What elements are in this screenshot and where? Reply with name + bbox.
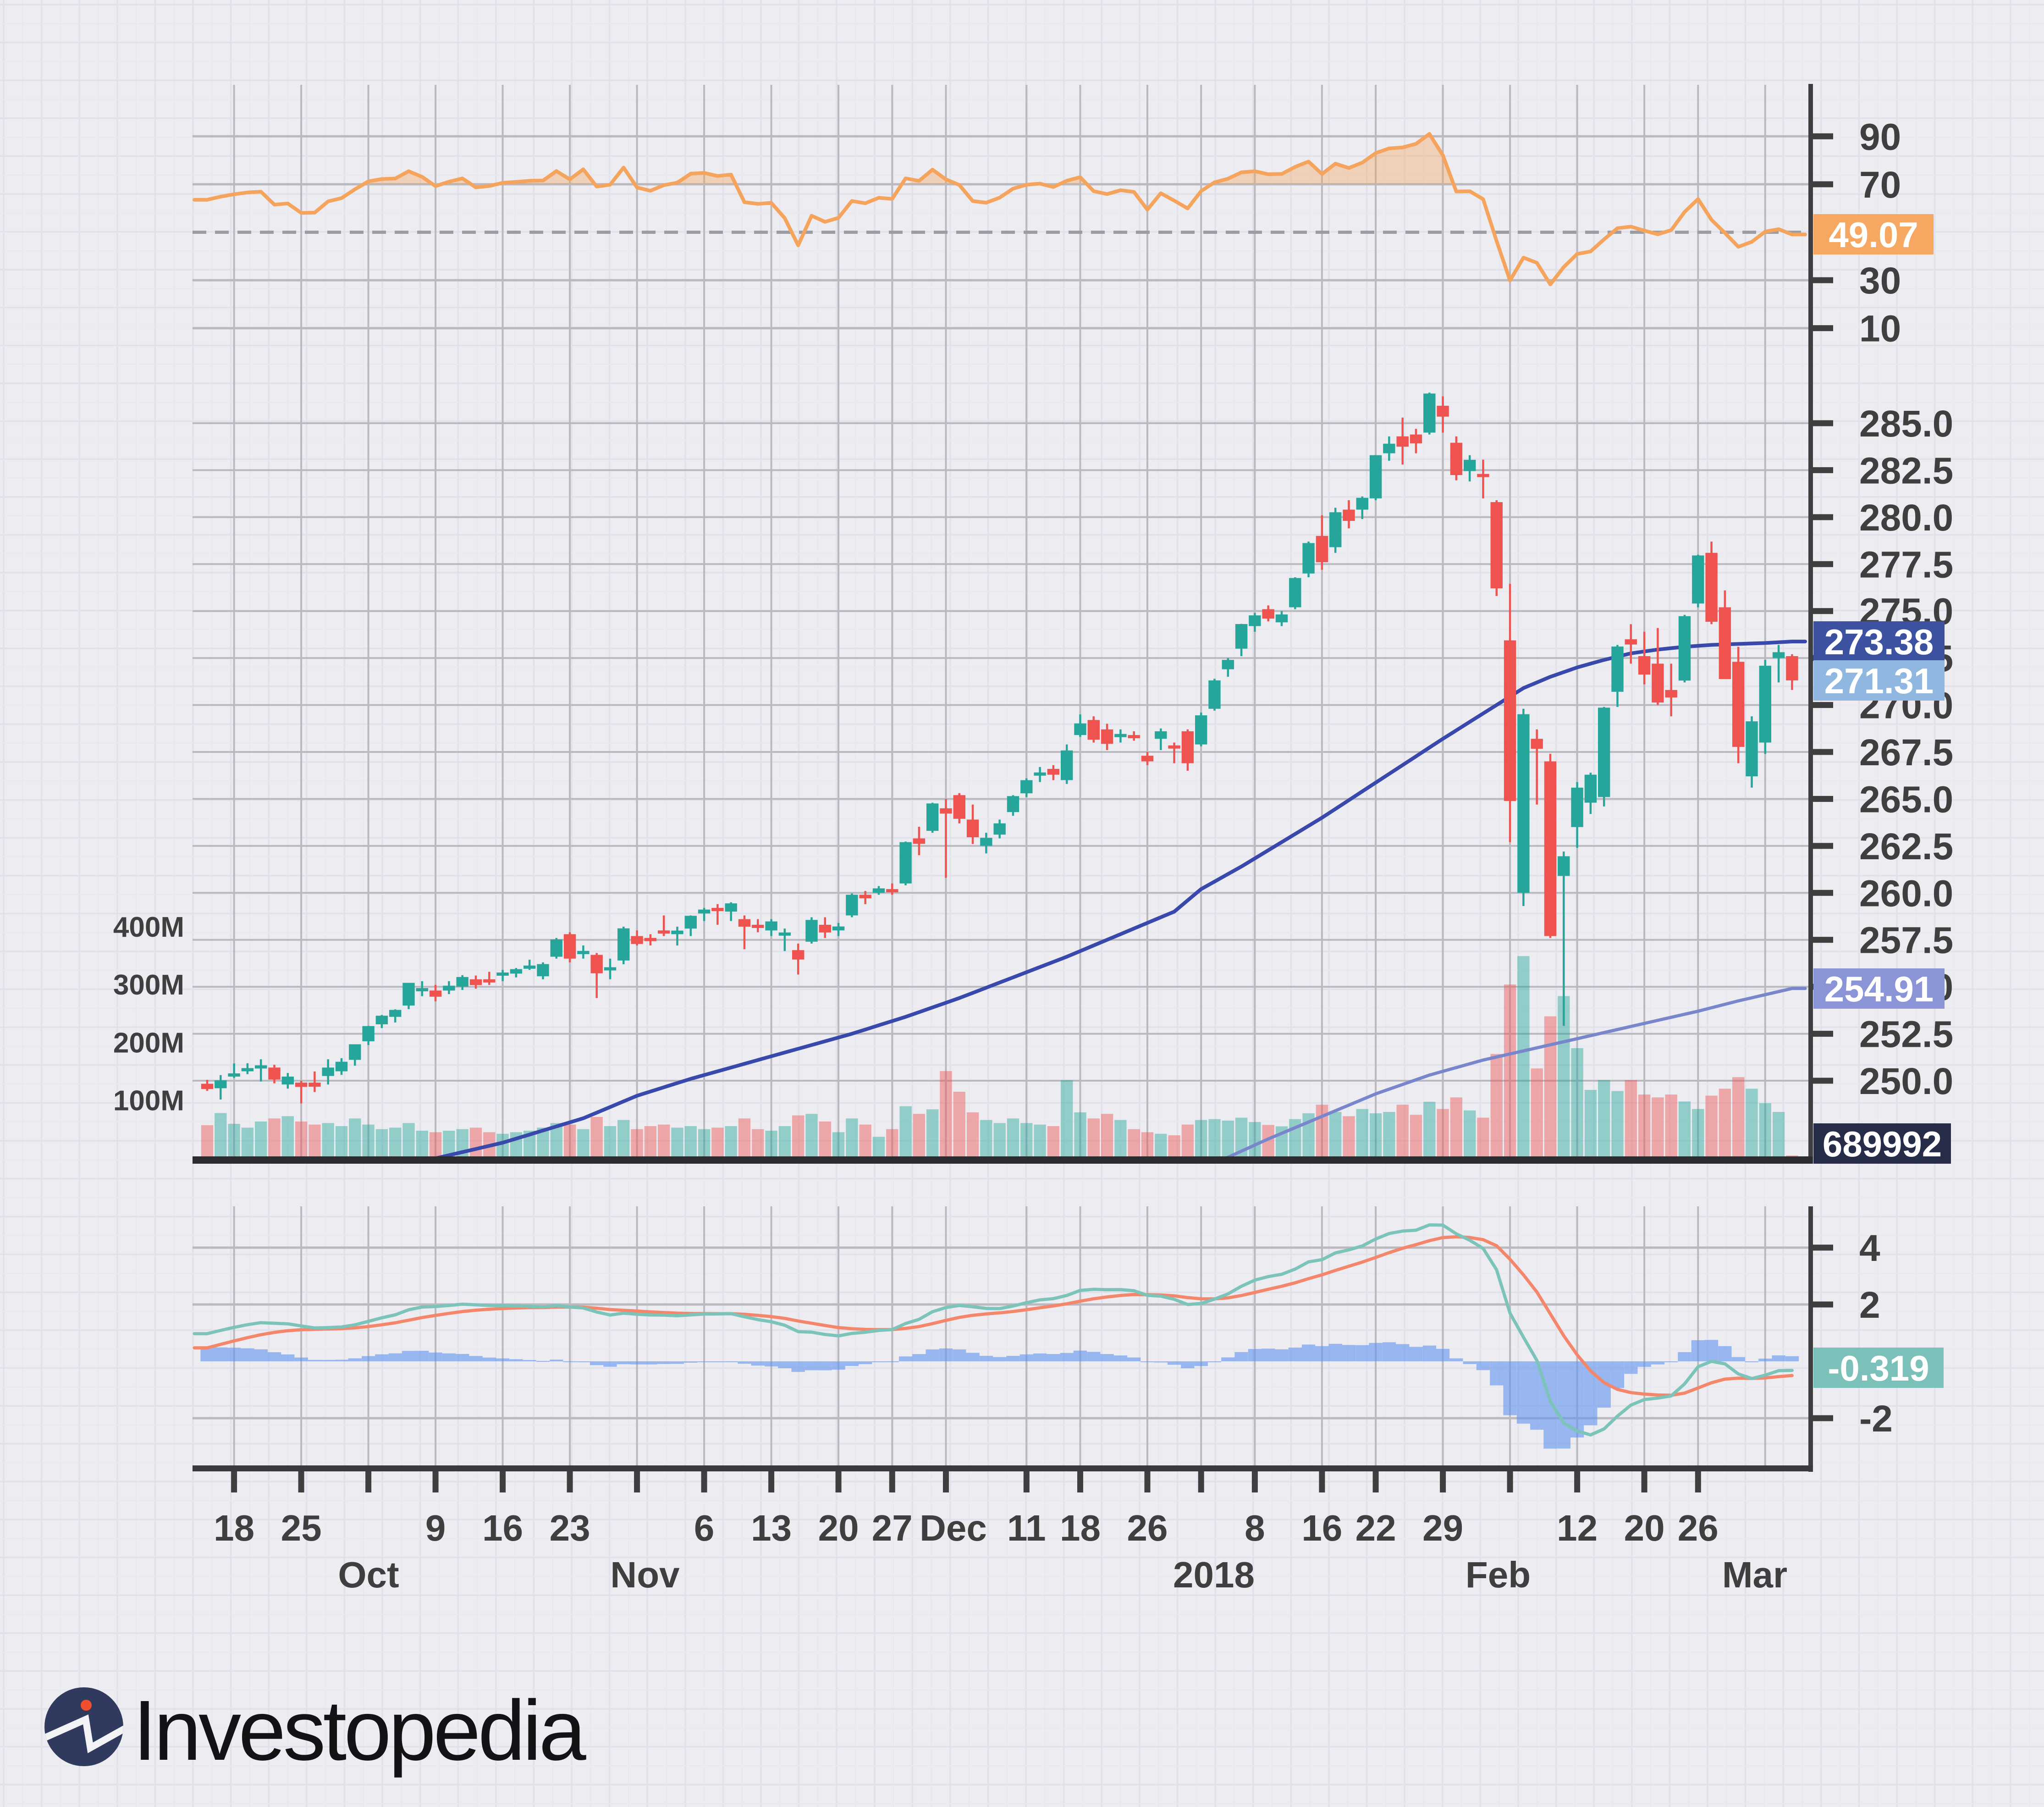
svg-text:70: 70: [1859, 164, 1901, 206]
svg-text:20: 20: [818, 1508, 859, 1548]
svg-text:Oct: Oct: [338, 1554, 399, 1595]
svg-text:400M: 400M: [113, 912, 184, 943]
svg-text:Dec: Dec: [920, 1508, 987, 1548]
svg-text:267.5: 267.5: [1859, 732, 1953, 774]
svg-text:30: 30: [1859, 260, 1901, 302]
svg-text:265.0: 265.0: [1859, 779, 1953, 820]
svg-text:273.38: 273.38: [1824, 622, 1934, 662]
svg-text:300M: 300M: [113, 969, 184, 1001]
svg-text:280.0: 280.0: [1859, 497, 1953, 539]
svg-text:282.5: 282.5: [1859, 450, 1953, 492]
svg-text:6: 6: [694, 1508, 715, 1548]
svg-text:257.5: 257.5: [1859, 920, 1953, 962]
svg-text:49.07: 49.07: [1829, 215, 1918, 255]
svg-text:16: 16: [1301, 1508, 1342, 1548]
svg-text:Feb: Feb: [1466, 1554, 1531, 1595]
svg-text:277.5: 277.5: [1859, 544, 1953, 586]
svg-text:26: 26: [1678, 1508, 1719, 1548]
svg-text:252.5: 252.5: [1859, 1014, 1953, 1055]
svg-text:18: 18: [1060, 1508, 1101, 1548]
svg-text:22: 22: [1355, 1508, 1396, 1548]
svg-text:16: 16: [482, 1508, 523, 1548]
svg-text:250.0: 250.0: [1859, 1061, 1953, 1102]
svg-text:13: 13: [751, 1508, 792, 1548]
svg-text:18: 18: [214, 1508, 254, 1548]
svg-text:-0.319: -0.319: [1828, 1348, 1929, 1388]
svg-text:9: 9: [425, 1508, 446, 1548]
svg-text:10: 10: [1859, 308, 1901, 350]
svg-text:2018: 2018: [1173, 1554, 1255, 1595]
svg-text:4: 4: [1859, 1227, 1880, 1269]
svg-text:100M: 100M: [113, 1085, 184, 1117]
svg-text:26: 26: [1127, 1508, 1168, 1548]
svg-text:271.31: 271.31: [1824, 661, 1934, 701]
svg-text:254.91: 254.91: [1824, 969, 1934, 1009]
svg-text:27: 27: [872, 1508, 913, 1548]
svg-text:Mar: Mar: [1722, 1554, 1787, 1595]
svg-text:29: 29: [1422, 1508, 1463, 1548]
svg-text:8: 8: [1245, 1508, 1265, 1548]
svg-text:2: 2: [1859, 1284, 1880, 1326]
svg-text:285.0: 285.0: [1859, 403, 1953, 445]
svg-text:262.5: 262.5: [1859, 826, 1953, 868]
svg-text:90: 90: [1859, 116, 1901, 158]
svg-text:200M: 200M: [113, 1027, 184, 1059]
svg-text:20: 20: [1624, 1508, 1665, 1548]
svg-text:260.0: 260.0: [1859, 873, 1953, 914]
svg-text:-2: -2: [1859, 1398, 1893, 1440]
svg-text:Investopedia: Investopedia: [133, 1683, 586, 1778]
svg-text:11: 11: [1007, 1508, 1046, 1548]
svg-text:25: 25: [281, 1508, 322, 1548]
svg-text:23: 23: [550, 1508, 590, 1548]
svg-text:689992: 689992: [1823, 1124, 1942, 1164]
svg-text:12: 12: [1557, 1508, 1598, 1548]
svg-text:Nov: Nov: [610, 1554, 680, 1595]
